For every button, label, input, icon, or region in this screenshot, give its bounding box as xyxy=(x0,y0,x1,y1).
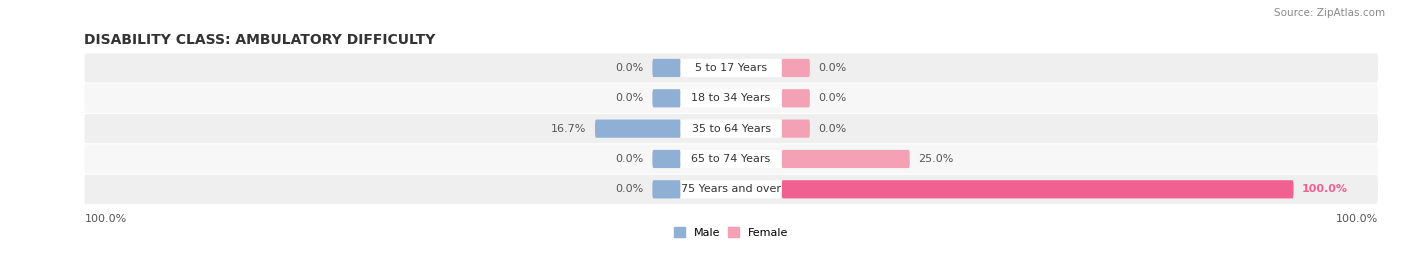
FancyBboxPatch shape xyxy=(84,175,1378,204)
FancyBboxPatch shape xyxy=(652,180,681,198)
Text: 0.0%: 0.0% xyxy=(818,124,846,134)
Text: 100.0%: 100.0% xyxy=(1336,214,1378,224)
FancyBboxPatch shape xyxy=(782,120,810,138)
Legend: Male, Female: Male, Female xyxy=(675,228,787,238)
FancyBboxPatch shape xyxy=(681,89,782,107)
Text: 0.0%: 0.0% xyxy=(616,63,644,73)
FancyBboxPatch shape xyxy=(595,120,681,138)
Text: 0.0%: 0.0% xyxy=(616,184,644,194)
Text: 5 to 17 Years: 5 to 17 Years xyxy=(695,63,768,73)
FancyBboxPatch shape xyxy=(652,150,681,168)
Text: 65 to 74 Years: 65 to 74 Years xyxy=(692,154,770,164)
Text: 75 Years and over: 75 Years and over xyxy=(681,184,782,194)
FancyBboxPatch shape xyxy=(84,84,1378,113)
FancyBboxPatch shape xyxy=(681,59,782,77)
Text: 100.0%: 100.0% xyxy=(1302,184,1348,194)
FancyBboxPatch shape xyxy=(782,89,810,107)
Text: Source: ZipAtlas.com: Source: ZipAtlas.com xyxy=(1274,8,1385,18)
Text: 100.0%: 100.0% xyxy=(84,214,127,224)
FancyBboxPatch shape xyxy=(681,120,782,138)
Text: 0.0%: 0.0% xyxy=(616,154,644,164)
Text: 18 to 34 Years: 18 to 34 Years xyxy=(692,93,770,103)
FancyBboxPatch shape xyxy=(652,89,681,107)
Text: DISABILITY CLASS: AMBULATORY DIFFICULTY: DISABILITY CLASS: AMBULATORY DIFFICULTY xyxy=(84,33,436,47)
FancyBboxPatch shape xyxy=(652,59,681,77)
Text: 0.0%: 0.0% xyxy=(818,63,846,73)
FancyBboxPatch shape xyxy=(782,150,910,168)
Text: 25.0%: 25.0% xyxy=(918,154,953,164)
FancyBboxPatch shape xyxy=(681,150,782,168)
FancyBboxPatch shape xyxy=(84,144,1378,174)
Text: 0.0%: 0.0% xyxy=(616,93,644,103)
FancyBboxPatch shape xyxy=(84,53,1378,83)
FancyBboxPatch shape xyxy=(782,59,810,77)
Text: 0.0%: 0.0% xyxy=(818,93,846,103)
Text: 16.7%: 16.7% xyxy=(551,124,586,134)
FancyBboxPatch shape xyxy=(782,180,1294,198)
FancyBboxPatch shape xyxy=(84,114,1378,143)
FancyBboxPatch shape xyxy=(681,180,782,198)
Text: 35 to 64 Years: 35 to 64 Years xyxy=(692,124,770,134)
